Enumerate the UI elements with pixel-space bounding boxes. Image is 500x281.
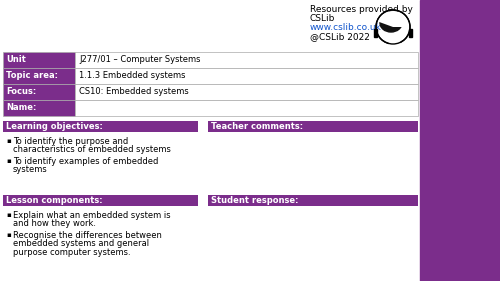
Bar — [389, 37, 399, 45]
Text: Topic area:: Topic area: — [6, 71, 58, 80]
Bar — [3, 68, 75, 84]
Text: purpose computer systems.: purpose computer systems. — [13, 248, 130, 257]
Text: CS10: Embedded systems: CS10: Embedded systems — [79, 87, 189, 96]
Text: ▪: ▪ — [6, 158, 11, 164]
Text: ▪: ▪ — [6, 138, 11, 144]
Bar — [420, 0, 500, 281]
Text: @CSLib 2022: @CSLib 2022 — [310, 32, 370, 41]
Bar — [208, 121, 418, 132]
Text: systems: systems — [13, 166, 48, 175]
Text: To identify the purpose and: To identify the purpose and — [13, 137, 128, 146]
Bar — [208, 195, 418, 206]
Bar — [3, 121, 198, 132]
Text: ▪: ▪ — [6, 232, 11, 238]
Text: 1.1.3 Embedded systems: 1.1.3 Embedded systems — [79, 71, 186, 80]
Bar — [374, 29, 377, 37]
Bar — [3, 84, 75, 100]
Text: To identify examples of embedded: To identify examples of embedded — [13, 157, 158, 166]
Bar — [409, 29, 412, 37]
Text: and how they work.: and how they work. — [13, 219, 96, 228]
Text: Name:: Name: — [6, 103, 36, 112]
Text: J277/01 – Computer Systems: J277/01 – Computer Systems — [79, 56, 200, 65]
Text: ▪: ▪ — [6, 212, 11, 218]
Bar — [75, 68, 418, 84]
Bar — [3, 52, 75, 68]
Text: characteristics of embedded systems: characteristics of embedded systems — [13, 146, 171, 155]
Bar — [75, 100, 418, 116]
Text: Student response:: Student response: — [211, 196, 298, 205]
Text: Focus:: Focus: — [6, 87, 36, 96]
Text: Teacher comments:: Teacher comments: — [211, 122, 303, 131]
Bar — [75, 84, 418, 100]
Bar — [3, 100, 75, 116]
Text: Learning objectives:: Learning objectives: — [6, 122, 103, 131]
Text: Lesson components:: Lesson components: — [6, 196, 102, 205]
Text: Unit: Unit — [6, 56, 26, 65]
Text: Explain what an embedded system is: Explain what an embedded system is — [13, 211, 170, 220]
Text: embedded systems and general: embedded systems and general — [13, 239, 149, 248]
Wedge shape — [378, 11, 409, 27]
Text: Resources provided by: Resources provided by — [310, 5, 413, 14]
Bar — [75, 52, 418, 68]
Text: www.cslib.co.uk: www.cslib.co.uk — [310, 23, 382, 32]
Ellipse shape — [380, 14, 402, 32]
Text: Recognise the differences between: Recognise the differences between — [13, 231, 162, 240]
Bar — [3, 195, 198, 206]
Text: CSLib: CSLib — [310, 14, 336, 23]
